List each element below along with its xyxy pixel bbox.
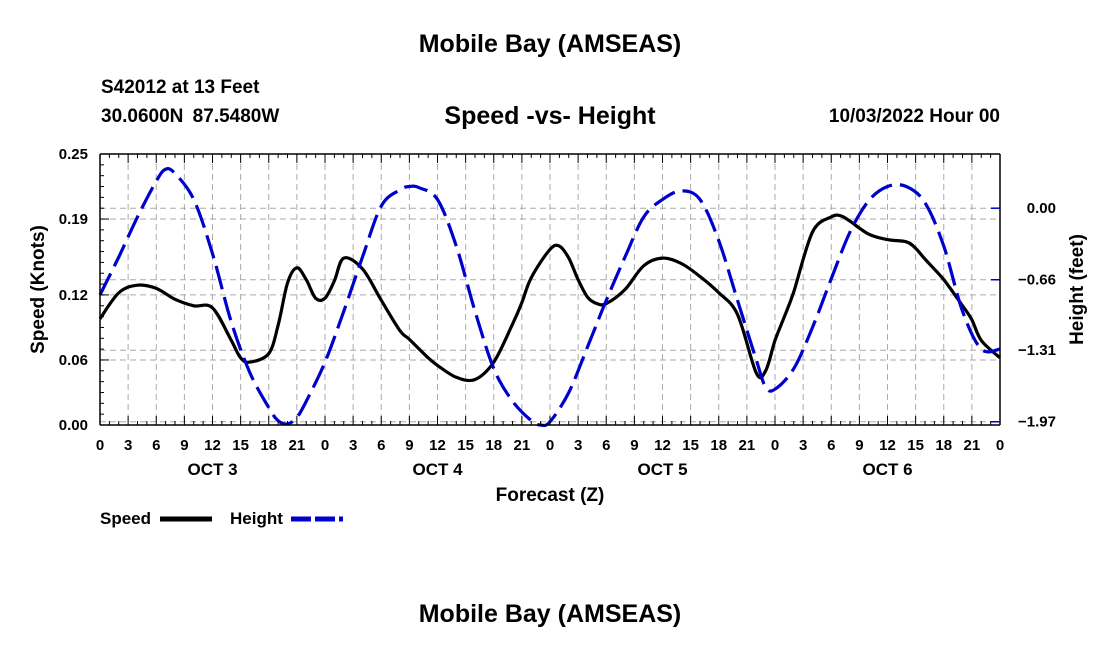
legend: Speed Height xyxy=(100,509,343,528)
y-tick-label: 0.25 xyxy=(59,146,88,163)
x-tick-label: 12 xyxy=(879,437,896,454)
x-tick-label: 3 xyxy=(124,437,132,454)
x-tick-label: 12 xyxy=(429,437,446,454)
x-tick-label: 21 xyxy=(964,437,981,454)
x-tick-label: 6 xyxy=(827,437,835,454)
x-tick-label: 18 xyxy=(710,437,727,454)
day-label: OCT 5 xyxy=(637,460,687,479)
x-tick-label: 18 xyxy=(935,437,952,454)
grid-lines xyxy=(100,154,1000,425)
x-tick-label: 0 xyxy=(96,437,104,454)
x-tick-label: 9 xyxy=(630,437,638,454)
x-tick-label: 6 xyxy=(152,437,160,454)
x-tick-label: 0 xyxy=(771,437,779,454)
y-tick-label: 0.19 xyxy=(59,211,88,228)
x-tick-label: 18 xyxy=(485,437,502,454)
x-tick-label: 9 xyxy=(855,437,863,454)
axes xyxy=(99,153,1001,426)
x-tick-label: 12 xyxy=(654,437,671,454)
x-tick-label: 15 xyxy=(232,437,249,454)
x-tick-label: 6 xyxy=(602,437,610,454)
day-label: OCT 6 xyxy=(862,460,912,479)
x-axis-title: Forecast (Z) xyxy=(496,485,605,506)
x-tick-label: 3 xyxy=(349,437,357,454)
y2-tick-label: −1.97 xyxy=(1018,414,1056,431)
y2-tick-label: −1.31 xyxy=(1018,342,1056,359)
next-chart-title: Mobile Bay (AMSEAS) xyxy=(418,600,682,628)
legend-label: Height xyxy=(230,509,283,528)
day-label: OCT 3 xyxy=(187,460,237,479)
x-tick-label: 9 xyxy=(405,437,413,454)
y-tick-label: 0.00 xyxy=(59,417,88,434)
y2-axis-title: Height (feet) xyxy=(1067,234,1088,345)
x-tick-label: 0 xyxy=(321,437,329,454)
x-tick-label: 9 xyxy=(180,437,188,454)
y-tick-label: 0.06 xyxy=(59,352,88,369)
x-tick-label: 15 xyxy=(907,437,924,454)
speed-series-line xyxy=(98,213,1002,383)
chart-subtitle: Speed -vs- Height xyxy=(444,102,656,130)
x-tick-label: 21 xyxy=(739,437,756,454)
x-tick-label: 18 xyxy=(260,437,277,454)
x-tick-label: 3 xyxy=(799,437,807,454)
legend-label: Speed xyxy=(100,509,151,528)
x-tick-label: 0 xyxy=(546,437,554,454)
y-tick-label: 0.12 xyxy=(59,287,88,304)
chart-title: Mobile Bay (AMSEAS) xyxy=(418,30,682,58)
day-label: OCT 4 xyxy=(412,460,463,479)
y2-tick-label: −0.66 xyxy=(1018,272,1056,289)
x-tick-label: 15 xyxy=(457,437,474,454)
coordinates-label: 30.0600N 87.5480W xyxy=(101,106,280,127)
x-tick-label: 15 xyxy=(682,437,699,454)
y-axis-title: Speed (Knots) xyxy=(28,225,49,354)
x-tick-label: 12 xyxy=(204,437,221,454)
x-tick-label: 0 xyxy=(996,437,1004,454)
series-layer xyxy=(98,167,1002,428)
x-tick-label: 21 xyxy=(514,437,531,454)
station-label: S42012 at 13 Feet xyxy=(101,77,260,98)
y2-tick-label: 0.00 xyxy=(1027,200,1056,217)
forecast-datetime: 10/03/2022 Hour 00 xyxy=(828,106,1000,127)
x-tick-label: 3 xyxy=(574,437,582,454)
axis-labels: 0 3 6 9 12 15 18 21 0 3 6 9 12 15 18 21 0 3 6 9 12 15 18 21 0 3 6 9… xyxy=(28,146,1088,506)
height-series-line xyxy=(98,167,1001,428)
x-tick-label: 21 xyxy=(289,437,306,454)
x-tick-label: 6 xyxy=(377,437,385,454)
